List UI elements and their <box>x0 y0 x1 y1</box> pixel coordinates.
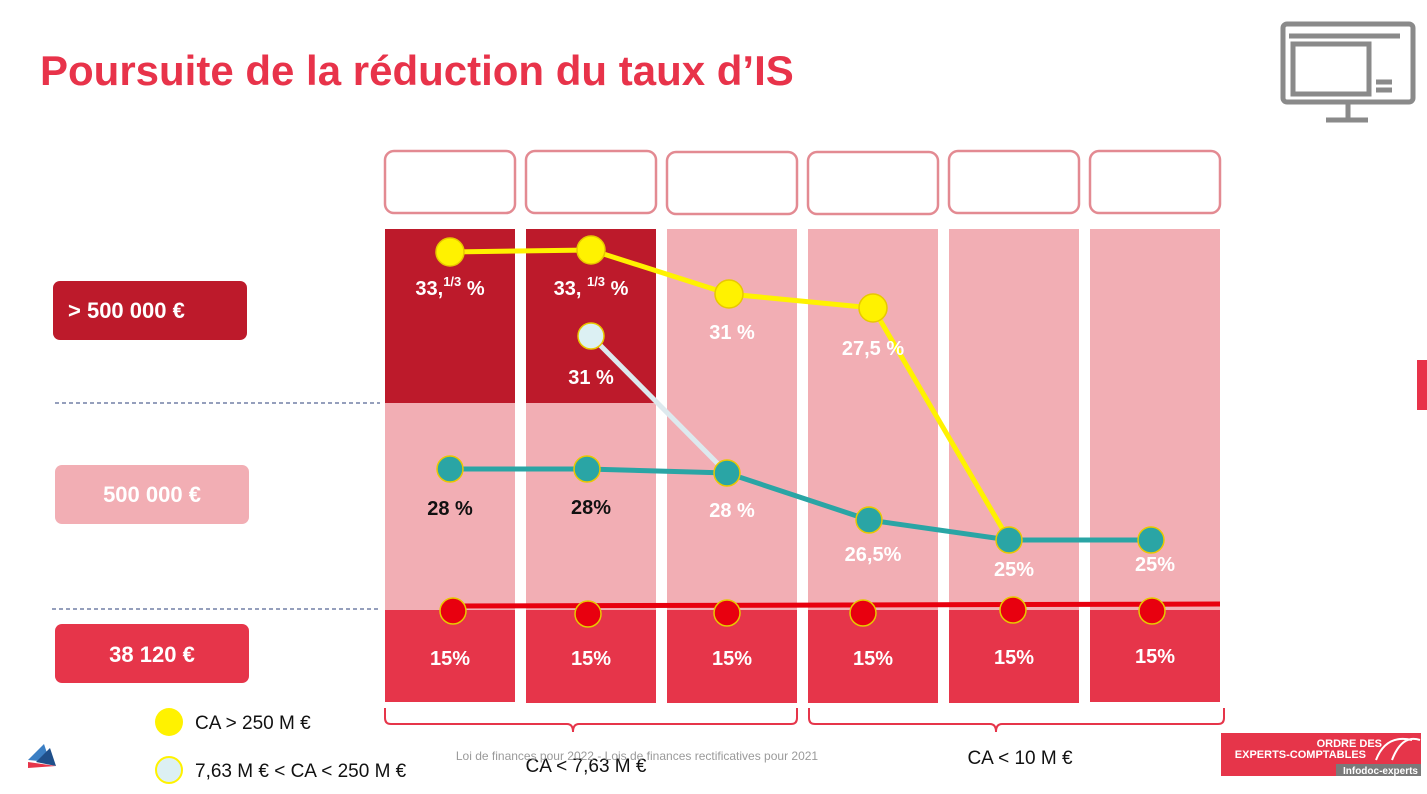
rate-label: 26,5% <box>845 544 902 566</box>
rate-label: 31 % <box>568 367 614 389</box>
slide-title: Poursuite de la réduction du taux d’IS <box>40 47 794 94</box>
rate-label: 15% <box>853 648 893 670</box>
brace-label: CA < 10 M € <box>967 748 1073 769</box>
braces <box>384 708 1225 733</box>
footer-note: Loi de finances pour 2022 - Lois de fina… <box>456 749 819 763</box>
logo-left <box>28 744 56 768</box>
legend-dot <box>155 708 183 736</box>
rate-label: 28 % <box>709 500 755 522</box>
logo-band <box>1336 764 1421 776</box>
rate-label: 31 % <box>709 322 755 344</box>
side-tab <box>1417 360 1427 410</box>
threshold-label: 38 120 € <box>109 642 195 667</box>
threshold-box <box>53 281 247 340</box>
rate-label: 15% <box>430 648 470 670</box>
rate-label: 15% <box>1135 646 1175 668</box>
logo-text: Infodoc-experts <box>1343 766 1418 777</box>
rate-label: 28% <box>571 497 611 519</box>
threshold-box <box>55 624 249 683</box>
logo-mark <box>1375 738 1421 761</box>
monitor-icon <box>1280 21 1416 123</box>
threshold-label: 500 000 € <box>103 482 201 507</box>
rate-label: 15% <box>571 648 611 670</box>
rate-label: 25% <box>1135 554 1175 576</box>
rate-label: 15% <box>712 648 752 670</box>
logo-text: ORDRE DES <box>1317 738 1382 750</box>
rate-label: 25% <box>994 559 1034 581</box>
rate-label: 28 % <box>427 498 473 520</box>
legend-dot <box>155 756 183 784</box>
brace-label: CA < 7,63 M € <box>526 756 647 777</box>
column-headers <box>383 149 1222 216</box>
threshold-box <box>55 465 249 524</box>
logo-text: EXPERTS-COMPTABLES <box>1235 749 1366 761</box>
rate-label: 33,1/3 % <box>415 274 484 300</box>
legend-label: CA > 250 M € <box>195 713 311 734</box>
rate-label: 15% <box>994 647 1034 669</box>
rate-label: 33, 1/3 % <box>554 274 629 300</box>
legend-label: 7,63 M € < CA < 250 M € <box>195 761 407 782</box>
rate-label: 27,5 % <box>842 338 904 360</box>
threshold-label: > 500 000 € <box>68 298 185 323</box>
columns <box>385 229 1220 703</box>
rate-dots <box>435 235 1166 628</box>
